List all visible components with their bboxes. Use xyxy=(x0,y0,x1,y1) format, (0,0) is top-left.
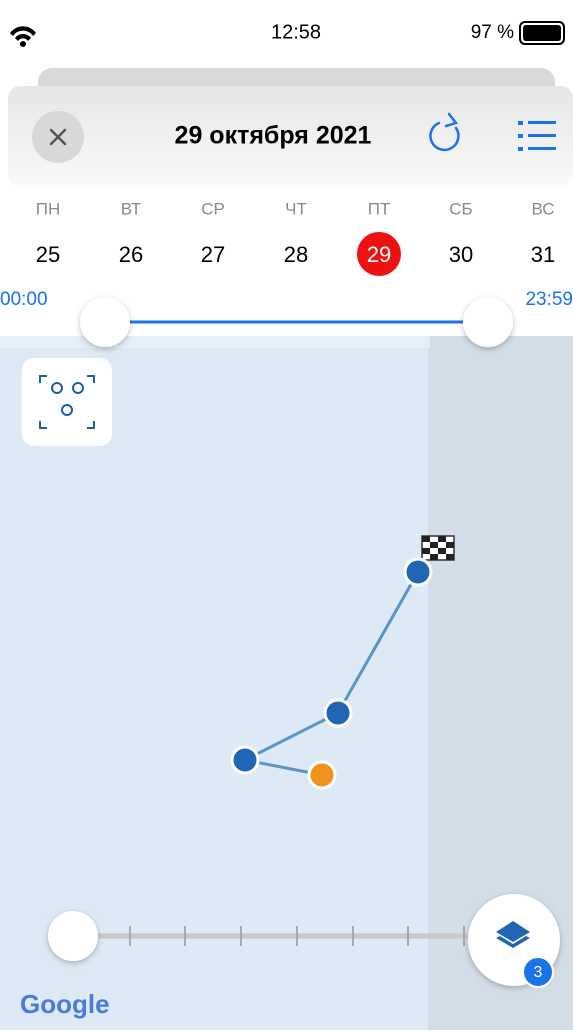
weekday-label: ЧТ xyxy=(285,199,307,218)
playback-knob[interactable] xyxy=(48,911,98,961)
date-label[interactable]: 26 xyxy=(119,242,143,267)
time-start-knob[interactable] xyxy=(80,297,130,347)
header xyxy=(8,86,573,186)
wifi-icon xyxy=(10,26,36,47)
route-line xyxy=(240,571,420,777)
battery-percent: 97 % xyxy=(471,22,514,43)
fit-markers-button[interactable] xyxy=(22,358,112,446)
route-point[interactable] xyxy=(307,760,337,790)
weekday-label: ПТ xyxy=(368,199,391,218)
route-point[interactable] xyxy=(403,557,433,587)
week-strip: ПН ВТ СР ЧТ ПТ СБ ВС 25 26 27 28 29 30 31 xyxy=(36,199,555,266)
date-label[interactable]: 30 xyxy=(449,242,473,267)
list-button[interactable] xyxy=(518,121,556,151)
weekday-label: ПН xyxy=(36,199,61,218)
weekday-label: ВТ xyxy=(121,199,142,218)
status-time: 12:58 xyxy=(271,21,321,43)
date-label[interactable]: 25 xyxy=(36,242,60,267)
header-title: 29 октября 2021 xyxy=(175,122,372,150)
selected-date-highlight xyxy=(357,232,401,276)
google-attribution: Google xyxy=(20,989,110,1019)
date-label[interactable]: 28 xyxy=(284,242,308,267)
date-label[interactable]: 31 xyxy=(531,242,555,267)
map-region xyxy=(0,336,430,348)
time-end: 23:59 xyxy=(525,289,573,310)
time-end-knob[interactable] xyxy=(463,297,513,347)
battery-icon xyxy=(519,21,565,45)
route-point[interactable] xyxy=(230,745,260,775)
weekday-label: СБ xyxy=(449,199,472,218)
weekday-label: СР xyxy=(201,199,225,218)
time-start: 00:00 xyxy=(0,289,48,310)
close-button[interactable] xyxy=(32,111,84,163)
route-point[interactable] xyxy=(323,698,353,728)
playback-ticks xyxy=(129,926,465,946)
route-points xyxy=(230,557,433,790)
date-label[interactable]: 29 xyxy=(367,242,391,267)
finish-flag xyxy=(421,535,455,561)
weekday-label: ВС xyxy=(531,199,554,218)
layers-badge-count: 3 xyxy=(534,964,543,981)
date-label[interactable]: 27 xyxy=(201,242,225,267)
refresh-button[interactable] xyxy=(429,112,460,152)
layers-badge xyxy=(522,956,554,988)
